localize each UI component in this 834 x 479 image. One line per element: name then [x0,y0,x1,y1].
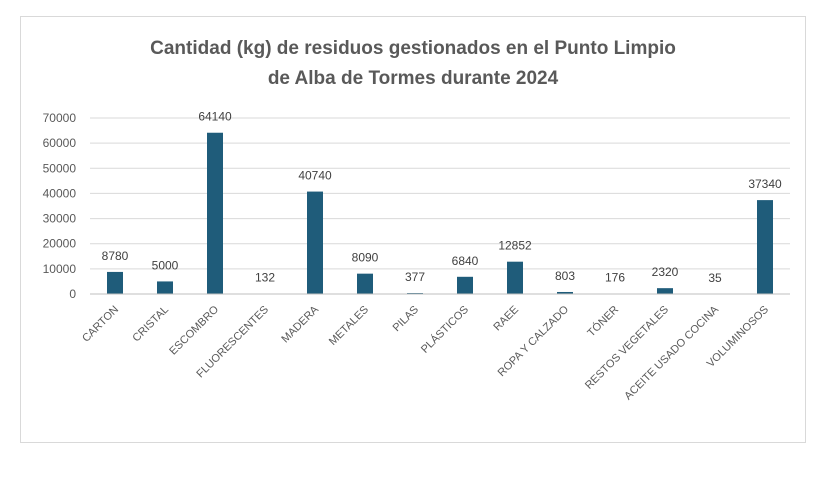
gridlines [90,117,790,270]
y-tick-label: 10000 [43,262,77,276]
x-tick-label: RESTOS VEGETALES [583,304,671,392]
data-label: 377 [405,270,425,284]
data-label: 37340 [748,177,782,191]
chart-frame [20,16,806,443]
bar [207,132,223,294]
x-tick-label: ESCOMBRO [167,303,221,357]
x-tick-label: MADERA [279,303,321,345]
chart-title-line-1: Cantidad (kg) de residuos gestionados en… [150,38,676,59]
data-labels: 8780 5000 64140 132 40740 8090 377 6840 12852 803… [102,110,782,285]
data-label: 132 [255,271,275,285]
bar [557,291,573,294]
chart-title-line-2: de Alba de Tormes durante 2024 [267,68,559,89]
data-label: 5000 [152,258,179,272]
bar [657,288,673,294]
x-tick-label: CRISTAL [130,304,171,345]
x-tick-label: RAEE [491,304,521,334]
data-label: 12852 [498,239,532,253]
data-label: 803 [555,269,575,283]
data-label: 8090 [352,251,379,265]
x-tick-label: METALES [327,304,371,348]
data-label: 40740 [298,169,332,183]
bar [757,200,773,294]
data-label: 6840 [452,254,479,268]
y-tick-label: 30000 [43,212,77,226]
bar [307,191,323,294]
bar [357,273,373,294]
y-tick-label: 60000 [43,136,77,150]
x-tick-label: TÓNER [585,303,621,339]
y-tick-label: 50000 [43,161,77,175]
y-axis-ticks: 0 10000 20000 30000 40000 50000 60000 70000 [43,111,77,301]
x-tick-label: ACEITE USADO COCINA [622,303,721,402]
y-tick-label: 20000 [43,237,77,251]
data-label: 35 [708,271,722,285]
data-label: 64140 [198,110,232,124]
x-tick-label: PLÁSTICOS [418,303,471,356]
bar [457,276,473,294]
bars [107,132,773,294]
y-tick-label: 0 [69,287,76,301]
bar [157,281,173,294]
bar [107,271,123,294]
bar [507,261,523,294]
data-label: 176 [605,271,625,285]
x-tick-label: CARTON [80,304,121,345]
data-label: 2320 [652,265,679,279]
y-tick-label: 70000 [43,111,77,125]
chart-title: Cantidad (kg) de residuos gestionados en… [20,34,806,94]
y-tick-label: 40000 [43,186,77,200]
data-label: 8780 [102,249,129,263]
x-tick-label: PILAS [391,304,422,335]
